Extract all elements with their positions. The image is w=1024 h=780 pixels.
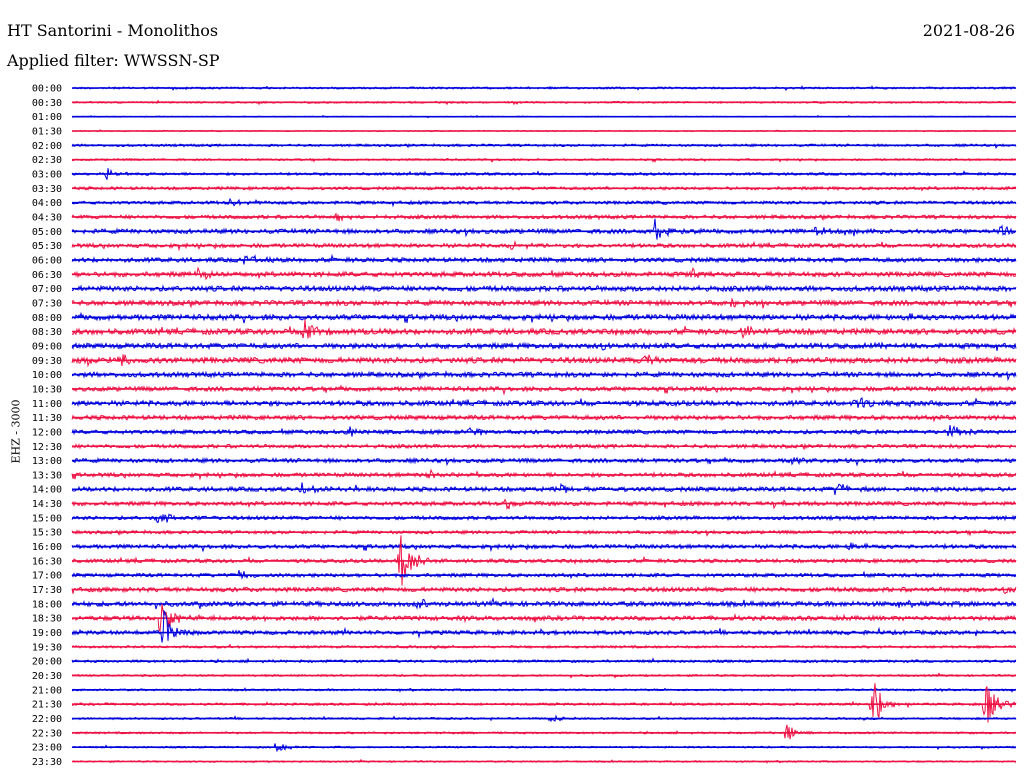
row-time-label: 18:30 [32,614,62,625]
trace-row [71,319,1017,340]
row-time-label: 20:30 [32,671,62,682]
filter-label: Applied filter: WWSSN-SP [7,51,220,70]
row-time-label: 19:30 [32,642,62,653]
row-time-label: 01:30 [32,126,62,137]
trace-row [71,369,1017,382]
trace-row [71,341,1017,351]
row-time-label: 12:00 [32,427,62,438]
row-time-label: 07:30 [32,298,62,309]
row-time-label: 13:00 [32,456,62,467]
row-time-label: 12:30 [32,442,62,453]
trace-row [71,413,1017,423]
trace-row [71,570,1017,580]
row-time-label: 05:30 [32,241,62,252]
trace-row [71,724,1017,740]
row-time-label: 01:00 [32,112,62,123]
row-time-label: 21:30 [32,700,62,711]
row-time-label: 21:00 [32,685,62,696]
row-time-label: 10:30 [32,384,62,395]
row-time-label: 00:30 [32,98,62,109]
row-time-label: 04:30 [32,212,62,223]
row-time-label: 22:00 [32,714,62,725]
row-time-label: 16:30 [32,556,62,567]
row-time-label: 02:00 [32,141,62,152]
row-time-label: 06:00 [32,255,62,266]
row-time-label: 15:00 [32,513,62,524]
row-time-label: 11:00 [32,399,62,410]
row-time-label: 03:00 [32,169,62,180]
row-time-label: 07:00 [32,284,62,295]
station-title: HT Santorini - Monolithos [7,21,219,40]
row-time-label: 08:30 [32,327,62,338]
row-time-label: 17:00 [32,571,62,582]
trace-row [71,311,1017,324]
row-time-label: 16:00 [32,542,62,553]
row-time-label: 22:30 [32,728,62,739]
row-time-label: 17:30 [32,585,62,596]
row-time-label: 19:00 [32,628,62,639]
row-time-label: 02:30 [32,155,62,166]
row-time-label: 00:00 [32,84,62,95]
row-time-label: 13:30 [32,470,62,481]
row-time-label: 14:00 [32,485,62,496]
row-time-label: 23:30 [32,757,62,768]
trace-row [71,384,1017,396]
row-time-label: 08:00 [32,313,62,324]
trace-row [71,585,1017,595]
date-label: 2021-08-26 [922,21,1015,40]
row-time-label: 11:30 [32,413,62,424]
row-time-label: 15:30 [32,528,62,539]
row-time-label: 09:00 [32,341,62,352]
row-time-label: 04:00 [32,198,62,209]
row-time-label: 23:00 [32,743,62,754]
trace-row [71,425,1017,438]
row-time-label: 09:30 [32,356,62,367]
trace-row [71,218,1017,240]
row-time-label: 20:00 [32,657,62,668]
row-time-label: 18:00 [32,599,62,610]
row-time-label: 03:30 [32,184,62,195]
row-time-label: 10:00 [32,370,62,381]
row-time-label: 05:00 [32,227,62,238]
row-time-label: 06:30 [32,270,62,281]
row-time-label: 14:30 [32,499,62,510]
